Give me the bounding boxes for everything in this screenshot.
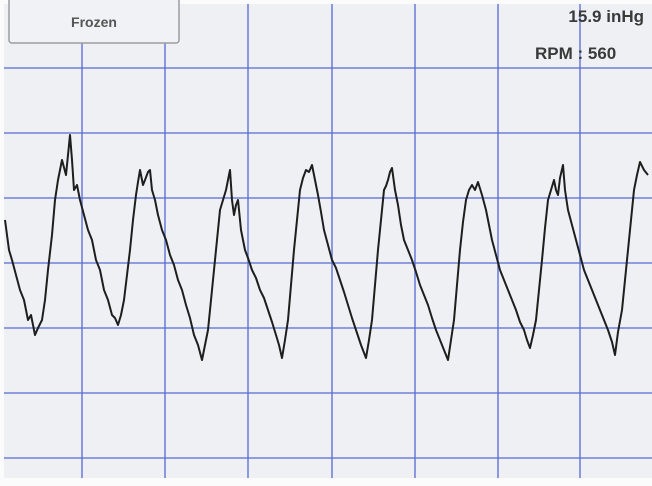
frozen-label[interactable]: Frozen bbox=[71, 14, 117, 30]
page: Frozen 15.9 inHg RPM : 560 (() => { cons… bbox=[0, 0, 652, 486]
pressure-readout: 15.9 inHg bbox=[568, 7, 644, 26]
rpm-readout: RPM : 560 bbox=[535, 44, 616, 63]
screen bbox=[4, 4, 652, 478]
scope-screen: Frozen 15.9 inHg RPM : 560 bbox=[0, 0, 652, 486]
